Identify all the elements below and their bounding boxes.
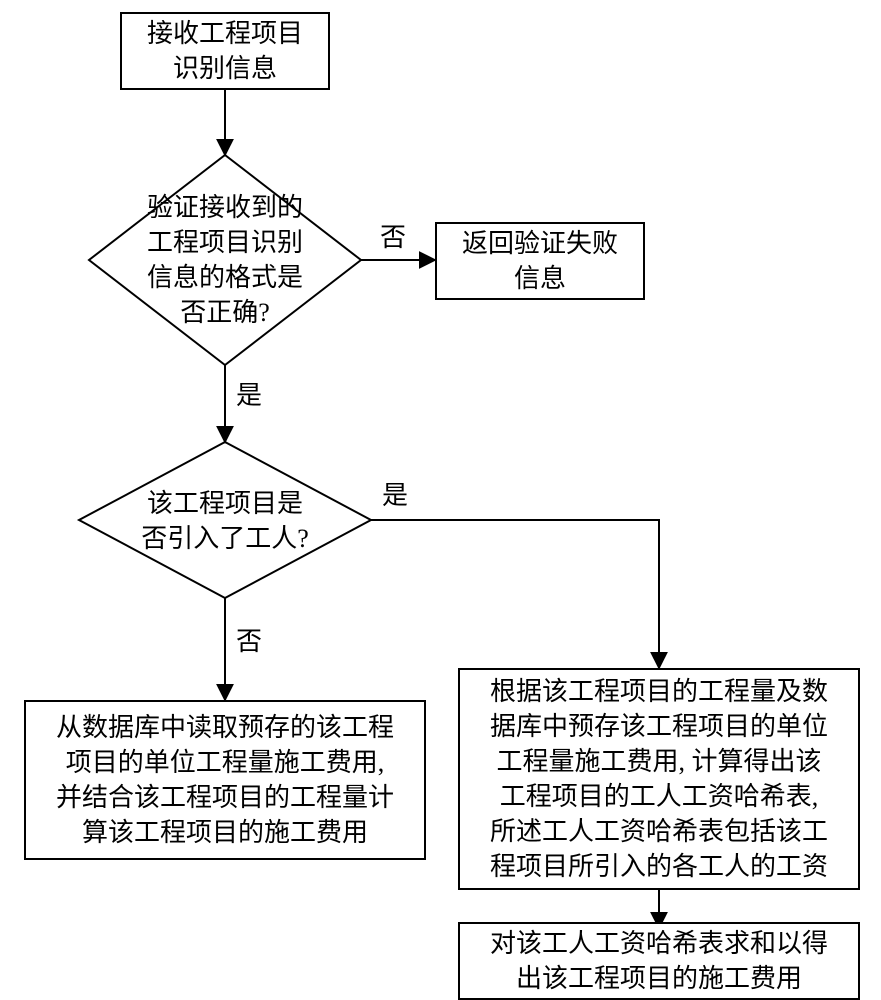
node-fail: 返回验证失败信息 (435, 222, 645, 300)
label-validate-yes: 是 (236, 378, 262, 413)
node-no-workers-text: 从数据库中读取预存的该工程项目的单位工程量施工费用,并结合该工程项目的工程量计算… (56, 710, 394, 850)
node-fail-text: 返回验证失败信息 (462, 226, 618, 296)
label-workers-no: 否 (236, 624, 262, 659)
decision-workers-text: 该工程项目是否引入了工人? (141, 486, 309, 556)
edge-workers-hash (371, 520, 659, 668)
node-start: 接收工程项目识别信息 (120, 12, 330, 90)
decision-validate-text: 验证接收到的工程项目识别信息的格式是否正确? (147, 190, 303, 330)
node-start-text: 接收工程项目识别信息 (147, 16, 303, 86)
label-workers-yes: 是 (382, 478, 408, 513)
node-hash-text: 根据该工程项目的工程量及数据库中预存该工程项目的单位工程量施工费用, 计算得出该… (490, 674, 828, 885)
decision-workers: 该工程项目是否引入了工人? (115, 486, 335, 556)
decision-validate: 验证接收到的工程项目识别信息的格式是否正确? (115, 190, 335, 330)
node-sum-text: 对该工人工资哈希表求和以得出该工程项目的施工费用 (490, 926, 828, 996)
node-no-workers: 从数据库中读取预存的该工程项目的单位工程量施工费用,并结合该工程项目的工程量计算… (24, 700, 426, 860)
label-validate-no: 否 (380, 220, 406, 255)
node-hash: 根据该工程项目的工程量及数据库中预存该工程项目的单位工程量施工费用, 计算得出该… (458, 668, 860, 890)
node-sum: 对该工人工资哈希表求和以得出该工程项目的施工费用 (458, 922, 860, 1000)
